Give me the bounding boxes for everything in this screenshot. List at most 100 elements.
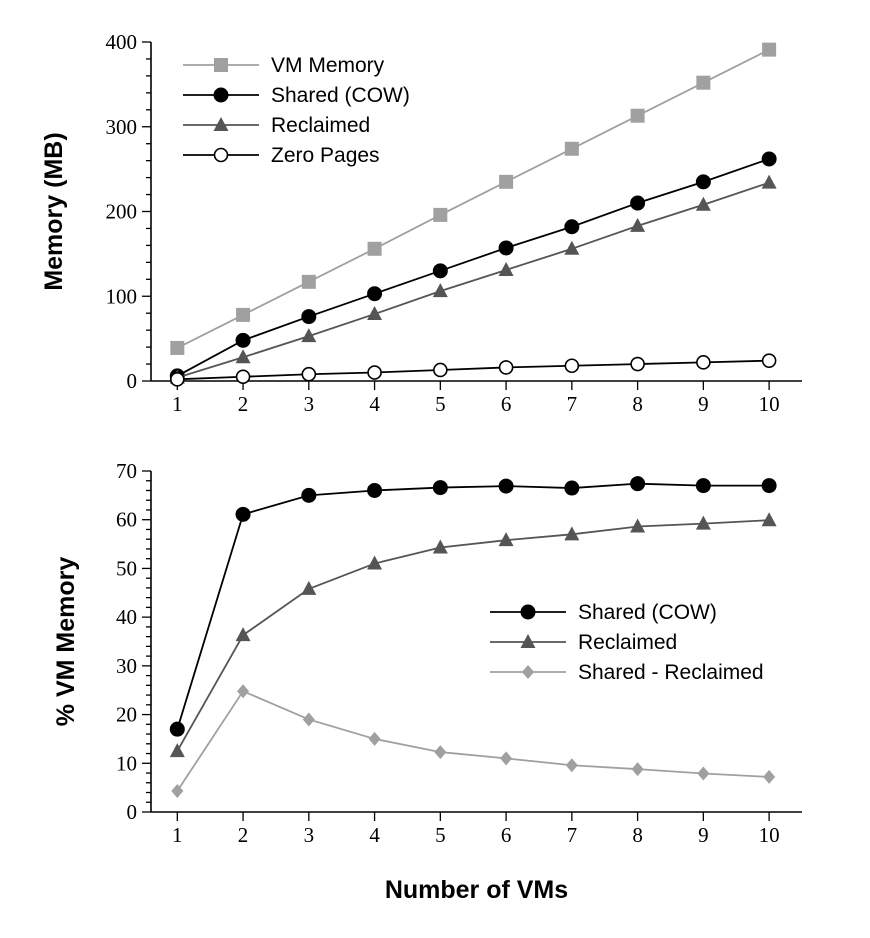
reclaimed-point [301, 328, 317, 343]
y-tick-label: 10 [116, 751, 137, 775]
x-tick-label: 10 [759, 392, 780, 416]
reclaimed-point [761, 174, 777, 189]
legend: VM Memory Shared (COW) Reclaimed Zero Pages [183, 54, 410, 167]
x-tick-label: 9 [698, 823, 709, 847]
y-tick-label: 70 [116, 459, 137, 483]
shared-reclaimed-point [565, 758, 578, 773]
reclaimed-point [564, 240, 580, 255]
y-tick-label: 50 [116, 556, 137, 580]
shared-cow-point [367, 482, 383, 498]
vm-memory-point [630, 108, 645, 123]
shared-reclaimed-line [176, 690, 770, 792]
legend-label: Shared (COW) [271, 84, 410, 107]
legend-label: VM Memory [271, 54, 385, 77]
zero-pages-point [498, 360, 514, 375]
x-tick-label: 9 [698, 392, 709, 416]
shared-cow-point [235, 506, 251, 522]
legend-label: Zero Pages [271, 144, 380, 167]
shared-cow-point [498, 478, 514, 494]
legend-entry-reclaimed: Reclaimed [490, 631, 677, 654]
series-vm-memory [170, 42, 777, 355]
zero-pages-point [433, 362, 448, 378]
axes: 0 100 200 300 400 1 2 3 4 5 6 7 8 9 10 [106, 30, 802, 416]
reclaimed-point [695, 196, 711, 211]
reclaimed-point [169, 743, 185, 758]
vm-memory-point [236, 307, 251, 322]
reclaimed-point [695, 515, 711, 530]
y-tick-label: 0 [127, 800, 138, 824]
shared-cow-point [301, 487, 317, 503]
x-tick-label: 2 [238, 392, 249, 416]
x-tick-label: 8 [632, 392, 643, 416]
reclaimed-point [301, 580, 317, 595]
vm-memory-point [301, 274, 316, 289]
reclaimed-point [761, 512, 777, 527]
reclaimed-point [432, 283, 448, 298]
series-shared-reclaimed [171, 684, 776, 799]
y-tick-label: 400 [106, 30, 138, 54]
shared-cow-point [169, 721, 185, 737]
legend-label: Shared - Reclaimed [578, 661, 764, 684]
series-shared-cow [169, 476, 777, 737]
zero-pages-point [630, 356, 645, 372]
x-tick-label: 10 [759, 823, 780, 847]
shared-reclaimed-point [500, 751, 513, 766]
shared-reclaimed-point [697, 766, 710, 781]
shared-cow-point [432, 263, 448, 279]
legend-entry-vm-memory: VM Memory [183, 54, 385, 77]
legend: Shared (COW) Reclaimed Shared - Reclaimed [490, 601, 764, 684]
y-axis-title: % VM Memory [52, 557, 80, 727]
x-tick-label: 1 [172, 392, 183, 416]
shared-cow-point [367, 286, 383, 302]
reclaimed-point [498, 261, 514, 276]
legend-entry-reclaimed: Reclaimed [183, 114, 370, 137]
x-tick-label: 2 [238, 823, 249, 847]
shared-cow-point [761, 151, 777, 167]
legend-label: Shared (COW) [578, 601, 717, 624]
shared-cow-point [564, 219, 580, 235]
y-tick-label: 60 [116, 508, 137, 532]
legend-entry-zero-pages: Zero Pages [183, 144, 380, 167]
zero-pages-point [235, 369, 251, 385]
shared-reclaimed-point [237, 684, 250, 699]
x-tick-label: 8 [632, 823, 643, 847]
zero-pages-point [170, 372, 185, 387]
shared-reclaimed-point [631, 762, 644, 777]
shared-reclaimed-point [302, 712, 315, 727]
reclaimed-point [367, 555, 383, 570]
vm-memory-point [499, 174, 514, 189]
zero-pages-line [177, 359, 770, 381]
y-tick-label: 100 [106, 284, 138, 308]
shared-cow-point [301, 309, 317, 325]
series-shared-cow [169, 151, 777, 384]
vm-memory-point [564, 141, 579, 156]
shared-cow-point [695, 174, 711, 190]
series-zero-pages [170, 353, 777, 387]
y-axis-title: Memory (MB) [40, 132, 68, 290]
reclaimed-line [176, 519, 770, 752]
legend-marker [214, 58, 228, 72]
zero-pages-point [761, 353, 777, 368]
x-tick-label: 5 [435, 392, 446, 416]
reclaimed-point [564, 526, 580, 541]
vm-memory-point [696, 75, 711, 90]
x-tick-label: 6 [501, 392, 512, 416]
zero-pages-point [564, 358, 580, 374]
shared-reclaimed-point [368, 731, 381, 746]
y-tick-label: 0 [127, 369, 138, 393]
reclaimed-point [630, 518, 646, 533]
legend-marker [213, 147, 229, 163]
x-tick-label: 5 [435, 823, 446, 847]
legend-marker [520, 604, 536, 620]
shared-cow-line [176, 158, 770, 377]
vm-memory-line [176, 48, 770, 349]
x-axis-title: Number of VMs [385, 876, 568, 904]
percent-chart: 0 10 20 30 40 50 60 70 1 2 3 4 5 6 7 8 9 10 % VM Memory Num… [52, 459, 802, 904]
reclaimed-point [235, 349, 251, 364]
vm-memory-point [762, 42, 777, 57]
legend-entry-shared-reclaimed: Shared - Reclaimed [490, 661, 764, 684]
x-tick-label: 3 [304, 392, 315, 416]
vm-memory-point [367, 241, 382, 256]
legend-marker [520, 634, 536, 648]
